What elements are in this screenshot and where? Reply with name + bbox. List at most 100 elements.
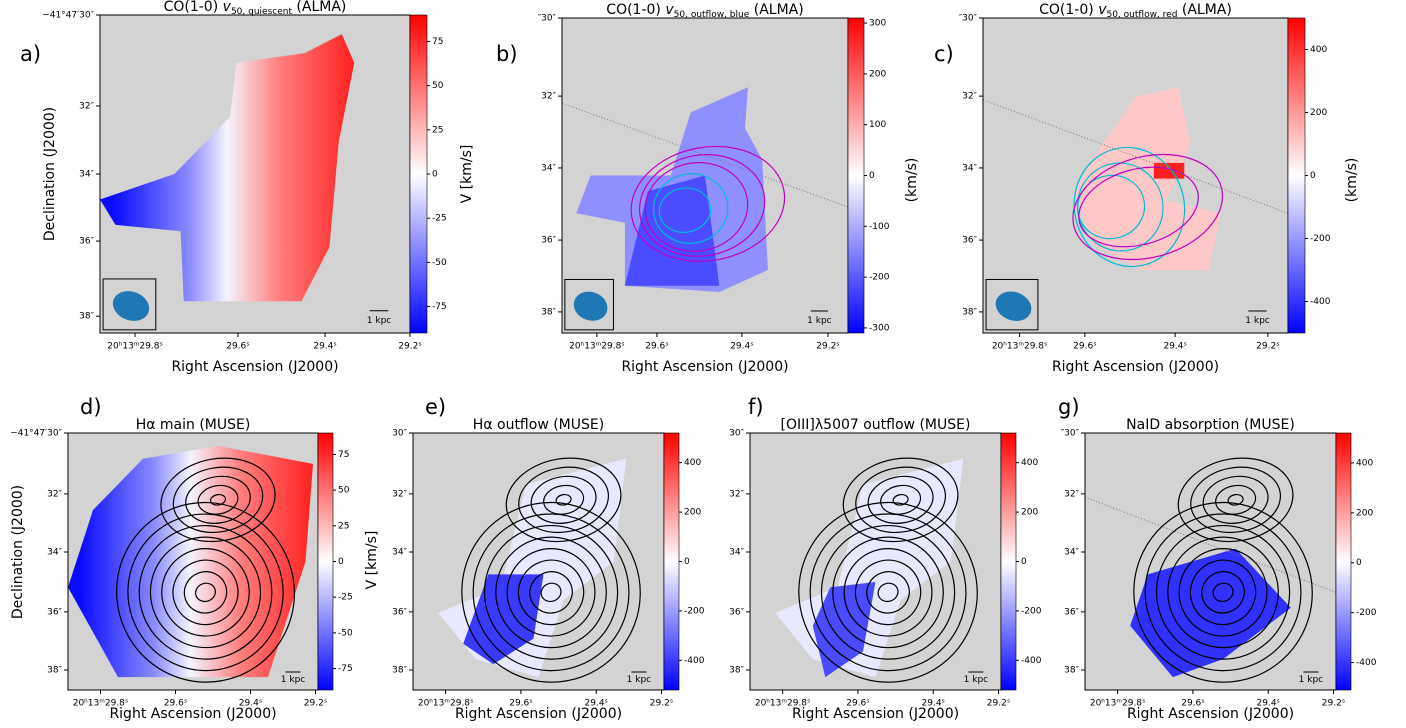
x-tick-label: 29.2ˢ	[816, 342, 839, 352]
x-tick-label: 20ʰ13ᵐ29.8ˢ	[73, 699, 129, 709]
contour	[630, 145, 786, 262]
y-tick-label: 32″	[541, 92, 556, 102]
y-tick-label: 36″	[392, 607, 407, 617]
x-tick-label: 29.6ˢ	[645, 342, 668, 352]
colorbar-tick-label: 0	[869, 171, 875, 181]
y-tick-label: 32″	[47, 489, 62, 499]
contour	[149, 536, 262, 649]
panel-letter: g)	[1058, 395, 1080, 419]
contour	[160, 457, 276, 543]
title-sub: 50, outflow, red	[1106, 10, 1177, 20]
contour	[161, 548, 250, 637]
title-text: (ALMA)	[749, 2, 803, 18]
x-tick-label: 29.6ˢ	[164, 699, 187, 709]
contour	[1155, 524, 1291, 660]
x-tick-label: 20ʰ13ᵐ29.8ˢ	[107, 342, 163, 352]
title-sub: 50, outflow, blue	[674, 10, 750, 20]
beam	[112, 291, 150, 321]
colorbar-label: (km/s)	[1344, 158, 1360, 203]
panel-title: CO(1-0) v50, outflow, blue (ALMA)	[606, 2, 803, 20]
panel-letter: f)	[748, 395, 764, 419]
panel-letter: d)	[80, 395, 102, 419]
contour	[820, 524, 956, 660]
colorbar-tick-label: -100	[869, 222, 890, 232]
contour	[1190, 466, 1282, 534]
colorbar-tick-label: -25	[338, 593, 353, 603]
contour	[506, 548, 596, 637]
y-tick-label: 32″	[962, 92, 977, 102]
contour	[892, 493, 909, 506]
x-axis-label: Right Ascension (J2000)	[621, 359, 788, 375]
colorbar-tick-label: -50	[338, 628, 353, 638]
colorbar-tick-label: -200	[684, 606, 705, 616]
colorbar-tick-label: 200	[1356, 508, 1373, 518]
contour	[652, 173, 729, 244]
x-tick-label: 29.6ˢ	[509, 699, 532, 709]
y-tick-label: ″30″	[959, 14, 978, 24]
colorbar-tick-label: -400	[684, 656, 705, 666]
colorbar-tick-label: 400	[1356, 458, 1373, 468]
panel-title: Hα main (MUSE)	[136, 417, 251, 433]
colorbar	[1287, 17, 1306, 334]
y-tick-label: −41°47′30″	[10, 429, 62, 439]
contour	[1202, 475, 1269, 524]
colorbar-tick-label: -200	[1310, 234, 1331, 244]
colorbar-tick-label: -200	[1356, 608, 1377, 618]
y-tick-label: 34″	[392, 547, 407, 557]
title-text: (ALMA)	[1177, 2, 1231, 18]
colorbar-label: V [km/s]	[364, 531, 380, 590]
x-axis-label: Right Ascension (J2000)	[455, 706, 622, 722]
contour	[1072, 153, 1224, 261]
colorbar-tick-label: 200	[869, 69, 886, 79]
colorbar-tick-label: 50	[338, 486, 350, 496]
y-tick-label: 38″	[1064, 665, 1079, 675]
y-tick-label: 36″	[1064, 607, 1079, 617]
y-tick-label: 34″	[729, 547, 744, 557]
panel: 1 kpc b) CO(1-0) v50, outflow, blue (ALMA)…	[496, 2, 920, 375]
scale-label: 1 kpc	[807, 316, 832, 326]
colorbar-tick-label: 25	[338, 521, 349, 531]
colorbar	[663, 432, 680, 691]
beam	[573, 291, 608, 321]
contour	[1073, 146, 1186, 268]
x-tick-label: 29.2ˢ	[650, 699, 673, 709]
title-sub: 50, quiescent	[231, 7, 293, 17]
contour	[1201, 571, 1245, 614]
map-region	[624, 175, 720, 286]
contour	[197, 484, 239, 515]
colorbar-tick-label: 75	[432, 37, 443, 47]
title-var: v	[665, 2, 674, 18]
y-tick-label: 36″	[962, 236, 977, 246]
scale-label: 1 kpc	[367, 316, 392, 326]
contour	[866, 571, 910, 614]
panel: 1 kpc e) Hα outflow (MUSE) 20ʰ13ᵐ29.8ˢ 29.6ˢ…	[392, 395, 705, 722]
colorbar-tick-label: 75	[338, 450, 349, 460]
contour	[505, 457, 622, 543]
contour	[843, 548, 933, 637]
y-tick-label: 34″	[1064, 547, 1079, 557]
contour	[842, 457, 959, 543]
panel-letter: c)	[934, 42, 954, 66]
panel: 1 kpc d) Hα main (MUSE) 20ʰ13ᵐ29.8ˢ 29.6ˢ 29.…	[10, 395, 380, 722]
colorbar-tick-label: 400	[684, 458, 701, 468]
contour	[1189, 559, 1257, 626]
title-text: CO(1-0)	[1039, 2, 1098, 18]
contour	[658, 187, 712, 233]
x-tick-label: 20ʰ13ᵐ29.8ˢ	[1090, 699, 1146, 709]
x-axis-label: Right Ascension (J2000)	[792, 706, 959, 722]
colorbar	[847, 17, 865, 334]
y-tick-label: −41°47′30″	[42, 11, 94, 21]
panel-letter: b)	[496, 42, 518, 66]
contour	[138, 524, 273, 660]
y-tick-label: 34″	[47, 547, 62, 557]
x-tick-label: 29.4ˢ	[585, 699, 608, 709]
colorbar-label: V [km/s]	[459, 145, 475, 204]
contour	[880, 484, 922, 515]
y-tick-label: 38″	[729, 665, 744, 675]
contour	[517, 559, 585, 626]
x-tick-label: 29.2ˢ	[398, 342, 421, 352]
y-tick-label: 38″	[541, 307, 556, 317]
colorbar-tick-label: 0	[1021, 557, 1027, 567]
y-tick-label: ″30″	[1061, 429, 1080, 439]
y-tick-label: 30″	[392, 429, 407, 439]
